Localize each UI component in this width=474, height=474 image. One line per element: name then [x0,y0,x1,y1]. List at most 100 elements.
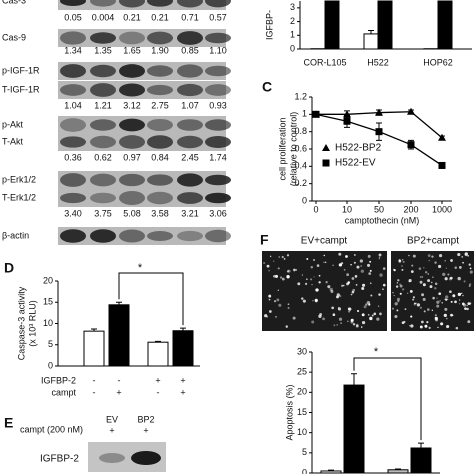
cell-dot [444,259,446,262]
cell-dot [366,300,371,305]
cell-dot [461,256,464,258]
cell-dot [467,320,471,324]
cell-dot [454,266,458,270]
cell-dot [286,275,290,279]
blot-band [205,84,231,96]
cell-dot [450,300,453,303]
x-tick-label: 10 [342,204,352,214]
cell-dot [281,255,284,259]
condition-sign: - [157,387,160,397]
cell-dot [324,261,327,264]
y-tick-label: 0.2 [294,178,307,188]
cell-dot [445,295,449,299]
cell-dot [360,326,363,328]
cell-dot [369,260,372,263]
cell-dot [398,259,401,262]
cell-dot [273,274,276,278]
cell-dot [361,320,366,325]
y-tick-label: 1 [302,109,307,119]
error-bar [395,468,401,470]
cell-dot [350,293,353,296]
cell-dot [276,298,280,302]
bar [363,33,379,50]
blot-row-label: β-actin [2,230,29,240]
condition-sign: - [93,387,96,397]
cell-dot [414,302,416,305]
blot-band [177,0,203,8]
cell-dot [286,270,290,273]
cell-dot [423,267,425,269]
cell-dot [422,283,426,287]
cell-dot [426,308,430,311]
densitometry-value: 1.21 [94,100,112,110]
cell-dot [419,306,423,309]
cell-dot [466,304,468,307]
cell-dot [421,293,425,297]
bar [437,0,453,50]
y-tick-label: 2 [290,16,295,26]
cell-dot [287,307,290,309]
image-caption: EV+campt [301,236,348,247]
cell-dot [266,264,270,268]
blot-band [177,31,203,45]
blot-band [177,173,203,187]
cell-dot [399,292,402,295]
densitometry-value: 2.45 [181,152,199,162]
cell-dot [378,253,382,257]
cell-dot [467,255,469,257]
cell-dot [464,252,468,257]
cell-dot [338,307,340,309]
cell-dot [457,276,461,281]
blot-band [147,118,173,132]
cell-dot [399,283,401,286]
cell-dot [377,305,380,307]
condition-label: IGFBP-2 [41,375,76,385]
densitometry-value: 1.35 [94,45,112,55]
blot-band [99,453,125,463]
bar [377,0,393,50]
cell-dot [424,324,428,328]
blot-row-label: T-Akt [2,136,24,146]
densitometry-value: 0.85 [181,45,199,55]
cell-dot [365,303,368,306]
cell-dot [429,285,433,289]
micrograph [262,251,387,331]
cell-dot [401,268,404,271]
cell-dot [355,324,359,328]
cell-dot [438,254,443,258]
densitometry-value: 3.12 [123,100,141,110]
y-tick-label: 0 [290,43,295,53]
densitometry-value: 0.71 [181,12,199,22]
cell-dot [353,261,356,264]
cell-dot [397,300,400,303]
cell-dot [348,307,352,311]
cell-dot [432,296,435,300]
blot-row-label: T-Erk1/2 [2,192,36,202]
y-axis-label: cell proliferation [277,117,287,180]
cell-dot [454,300,457,304]
cell-dot [466,307,469,311]
cell-dot [331,306,334,310]
error-bar [418,442,424,448]
cell-dot [447,298,449,301]
panel-label: E [4,415,13,431]
cell-dot [369,269,372,272]
blot-band [205,192,231,204]
cell-dot [318,281,321,284]
cell-dot [403,320,406,323]
x-tick-label: 50 [374,204,384,214]
marker-square [312,110,320,118]
cell-dot [394,302,398,306]
cell-dot [285,325,288,328]
blot-band [90,173,116,187]
cell-dot [436,304,440,308]
y-tick-label: 0 [302,195,307,205]
cell-dot [362,283,366,287]
blot-band [60,136,86,148]
cell-dot [382,267,386,270]
cell-dot [332,264,334,267]
blot-band [177,192,203,204]
cell-dot [446,324,450,329]
cell-dot [297,282,301,286]
blot-band [205,229,231,243]
